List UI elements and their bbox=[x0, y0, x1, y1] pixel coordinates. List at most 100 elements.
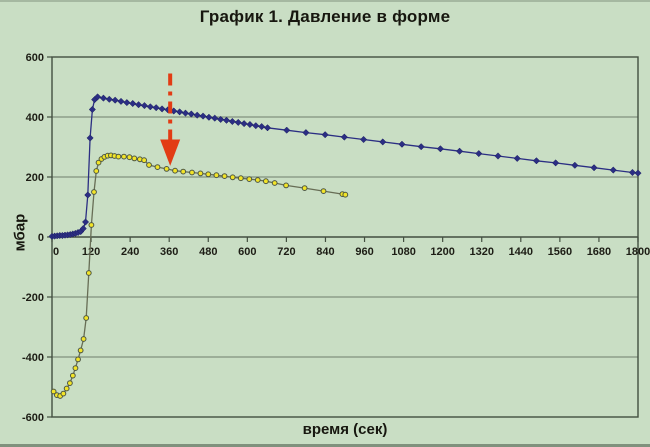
marker-circle bbox=[229, 174, 236, 181]
marker-circle bbox=[197, 170, 204, 177]
marker-diamond bbox=[628, 168, 637, 177]
marker-circle bbox=[320, 188, 327, 195]
marker-diamond bbox=[240, 120, 248, 128]
marker-circle bbox=[60, 390, 67, 397]
marker-diamond bbox=[99, 94, 107, 102]
marker-diamond bbox=[398, 140, 406, 148]
marker-diamond bbox=[135, 101, 143, 109]
marker-diamond bbox=[111, 96, 119, 104]
red-arrow-annotation bbox=[160, 73, 181, 166]
x-tick-label: 1680 bbox=[587, 246, 611, 258]
x-tick-label: 960 bbox=[355, 246, 373, 258]
marker-circle bbox=[91, 189, 97, 195]
y-tick-label: 600 bbox=[26, 52, 44, 64]
marker-circle bbox=[154, 164, 161, 171]
marker-diamond bbox=[360, 135, 368, 144]
marker-diamond bbox=[494, 152, 502, 160]
marker-diamond bbox=[152, 104, 160, 112]
marker-circle bbox=[146, 162, 152, 168]
marker-diamond bbox=[205, 113, 213, 121]
marker-circle bbox=[237, 175, 244, 182]
marker-diamond bbox=[552, 159, 560, 167]
series-line-blue bbox=[51, 96, 639, 238]
marker-diamond bbox=[84, 191, 92, 199]
marker-circle bbox=[246, 176, 253, 183]
marker-diamond bbox=[513, 154, 521, 162]
marker-diamond bbox=[176, 108, 184, 116]
marker-diamond bbox=[117, 97, 125, 105]
marker-circle bbox=[72, 365, 79, 372]
marker-circle bbox=[83, 315, 90, 321]
marker-circle bbox=[271, 180, 278, 186]
marker-circle bbox=[205, 171, 212, 178]
marker-circle bbox=[126, 154, 133, 161]
marker-diamond bbox=[532, 157, 540, 165]
marker-diamond bbox=[456, 147, 464, 155]
marker-diamond bbox=[283, 126, 291, 134]
marker-circle bbox=[172, 167, 178, 174]
y-tick-label: -400 bbox=[22, 352, 44, 364]
marker-diamond bbox=[609, 166, 617, 174]
marker-diamond bbox=[263, 124, 272, 132]
marker-diamond bbox=[193, 111, 201, 119]
x-tick-label: 1800 bbox=[626, 246, 650, 258]
x-tick-label: 0 bbox=[53, 246, 59, 258]
x-axis-label: время (сек) bbox=[302, 421, 388, 438]
x-tick-label: 120 bbox=[82, 246, 100, 258]
marker-circle bbox=[262, 178, 269, 185]
series-blue bbox=[48, 93, 642, 240]
marker-diamond bbox=[79, 225, 87, 233]
marker-diamond bbox=[140, 102, 149, 110]
y-tick-label: -200 bbox=[22, 292, 44, 304]
marker-diamond bbox=[246, 120, 254, 129]
y-axis-ticks: -600 -400 -200 0 200 400 600 bbox=[22, 52, 52, 424]
marker-diamond bbox=[590, 164, 598, 172]
marker-diamond bbox=[234, 118, 242, 126]
x-tick-label: 240 bbox=[121, 246, 139, 258]
marker-circle bbox=[213, 172, 220, 179]
x-tick-label: 1080 bbox=[391, 246, 415, 258]
marker-circle bbox=[141, 157, 148, 164]
marker-diamond bbox=[228, 117, 236, 126]
marker-circle bbox=[85, 270, 92, 276]
x-tick-label: 600 bbox=[238, 246, 256, 258]
marker-diamond bbox=[146, 103, 154, 111]
marker-circle bbox=[67, 380, 73, 387]
marker-circle bbox=[88, 222, 95, 228]
marker-circle bbox=[221, 173, 228, 180]
y-tick-label: 0 bbox=[38, 232, 44, 244]
marker-diamond bbox=[571, 161, 579, 169]
marker-circle bbox=[80, 336, 87, 342]
marker-diamond bbox=[436, 145, 444, 153]
marker-diamond bbox=[81, 218, 90, 226]
marker-circle bbox=[63, 385, 70, 392]
marker-diamond bbox=[105, 95, 113, 103]
series-line-yellow bbox=[53, 154, 346, 397]
marker-diamond bbox=[417, 143, 425, 151]
marker-circle bbox=[115, 153, 122, 160]
x-tick-label: 1320 bbox=[469, 246, 493, 258]
x-tick-label: 1560 bbox=[548, 246, 572, 258]
x-tick-label: 840 bbox=[316, 246, 334, 258]
marker-diamond bbox=[187, 110, 195, 118]
gridlines bbox=[52, 116, 638, 358]
y-tick-label: 200 bbox=[26, 172, 44, 184]
marker-circle bbox=[254, 177, 261, 183]
marker-circle bbox=[69, 372, 76, 379]
marker-circle bbox=[301, 185, 308, 192]
marker-diamond bbox=[302, 129, 310, 137]
marker-diamond bbox=[217, 115, 225, 123]
x-tick-label: 720 bbox=[277, 246, 295, 258]
marker-diamond bbox=[258, 123, 266, 131]
marker-diamond bbox=[86, 134, 94, 142]
x-axis-ticks: 0 120 240 360 480 600 720 840 960 1080 1200 1320 144… bbox=[51, 237, 650, 258]
marker-diamond bbox=[379, 138, 387, 146]
marker-diamond bbox=[222, 116, 231, 124]
x-tick-label: 1200 bbox=[430, 246, 454, 258]
marker-diamond bbox=[634, 169, 642, 177]
series-yellow bbox=[50, 152, 349, 399]
y-tick-label: -600 bbox=[22, 412, 44, 424]
marker-circle bbox=[189, 169, 195, 176]
x-tick-label: 480 bbox=[199, 246, 217, 258]
